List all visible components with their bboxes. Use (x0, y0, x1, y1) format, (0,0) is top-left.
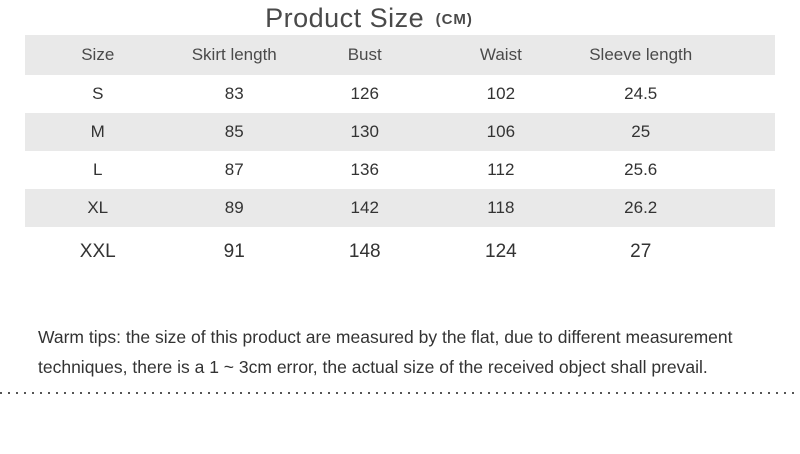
table-header-row: Size Skirt length Bust Waist Sleeve leng… (25, 35, 775, 75)
waist-cell: 124 (485, 241, 517, 262)
bust-cell: 126 (350, 84, 379, 103)
column-header-sleeve-length: Sleeve length (589, 45, 693, 64)
waist-cell: 112 (487, 160, 515, 179)
sleeve-length-cell: 24.5 (624, 84, 658, 103)
table-row-s: S 83 126 102 24.5 (25, 75, 775, 113)
waist-cell: 106 (486, 122, 516, 141)
table-row-m: M 85 130 106 25 (25, 113, 775, 151)
size-cell: S (92, 84, 104, 103)
skirt-length-cell: 89 (224, 198, 244, 217)
skirt-length-cell: 83 (224, 84, 244, 103)
dotted-divider (0, 392, 800, 395)
warm-tips-line-2: techniques, there is a 1 ~ 3cm error, th… (38, 357, 708, 377)
bust-cell: 148 (348, 241, 381, 262)
size-cell: XXL (79, 241, 116, 262)
warm-tips-line-1: Warm tips: the size of this product are … (38, 327, 733, 347)
table-row-l: L 87 136 112 25.6 (25, 151, 775, 189)
size-cell: XL (87, 198, 109, 217)
warm-tips: Warm tips: the size of this product are … (38, 322, 760, 382)
bust-cell: 130 (350, 122, 379, 141)
sleeve-length-cell: 27 (630, 241, 652, 262)
bust-cell: 136 (350, 160, 379, 179)
page-title: Product Size (CM) (0, 0, 800, 35)
skirt-length-cell: 87 (224, 160, 244, 179)
skirt-length-cell: 85 (224, 122, 244, 141)
column-header-skirt-length: Skirt length (191, 45, 277, 64)
column-header-size: Size (81, 45, 115, 64)
skirt-length-cell: 91 (223, 241, 245, 262)
size-cell: M (90, 122, 105, 141)
sleeve-length-cell: 25.6 (624, 160, 658, 179)
bust-cell: 142 (350, 198, 379, 217)
title-unit-label: (CM) (435, 11, 473, 28)
sleeve-length-cell: 26.2 (624, 198, 658, 217)
waist-cell: 118 (487, 198, 515, 217)
waist-cell: 102 (486, 84, 516, 103)
column-header-bust: Bust (347, 45, 382, 64)
title-text: Product Size (265, 3, 425, 33)
sleeve-length-cell: 25 (631, 122, 651, 141)
table-row-xl: XL 89 142 118 26.2 (25, 189, 775, 227)
size-table: Size Skirt length Bust Waist Sleeve leng… (25, 35, 775, 277)
column-header-waist: Waist (479, 45, 522, 64)
table-row-xxl: XXL 91 148 124 27 (25, 227, 775, 277)
size-cell: L (93, 160, 103, 179)
